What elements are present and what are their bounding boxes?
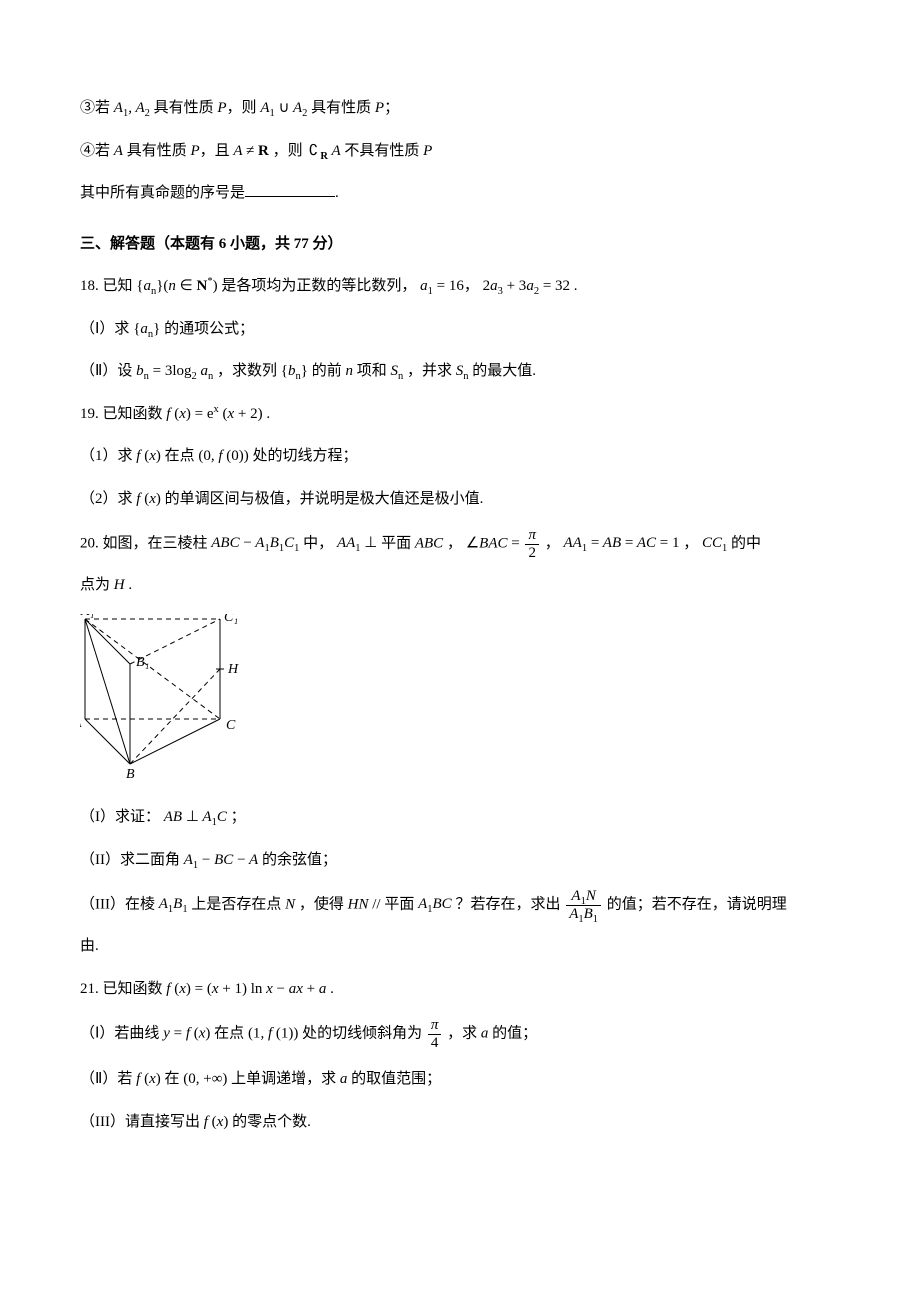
math: {an}(n ∈ N*): [136, 278, 217, 294]
svg-text:A₁: A₁: [80, 614, 94, 619]
q21-p3: （III）请直接写出 f (x) 的零点个数.: [80, 1108, 840, 1137]
q18-p1: （Ⅰ）求 {an} 的通项公式；: [80, 315, 840, 344]
math: Sn: [456, 363, 469, 379]
math: (0, f (0)): [198, 448, 248, 464]
math: A1, A2: [114, 100, 150, 116]
q20-p2: （II）求二面角 A1 − BC − A 的余弦值；: [80, 846, 840, 875]
math: a1 = 16: [420, 278, 464, 294]
math: A ≠ R: [233, 143, 268, 159]
math: 2a3 + 3a2 = 32: [483, 278, 570, 294]
svg-text:C₁: C₁: [224, 614, 238, 625]
fill-blank[interactable]: [245, 181, 335, 197]
q18-stem: 18. 已知 {an}(n ∈ N*) 是各项均为正数的等比数列， a1 = 1…: [80, 272, 840, 301]
complement-symbol: ∁: [306, 137, 320, 166]
math: AA1 ⊥: [337, 535, 381, 551]
proposition-3: ③若 A1, A2 具有性质 P，则 A1 ∪ A2 具有性质 P；: [80, 94, 840, 123]
math: ABC − A1B1C1: [211, 535, 299, 551]
math: {an}: [133, 321, 160, 337]
math: f (x): [136, 448, 161, 464]
math: A1 ∪ A2: [260, 100, 307, 116]
math: A1BC: [418, 896, 452, 912]
q20-stem: 20. 如图，在三棱柱 ABC − A1B1C1 中， AA1 ⊥ 平面 ABC…: [80, 527, 840, 561]
prism-svg: A₁ C₁ B₁ H A C B: [80, 614, 255, 779]
math: (1, f (1)): [248, 1025, 298, 1041]
math: f (x) = (x + 1) ln x − ax + a: [166, 981, 326, 997]
q21-stem: 21. 已知函数 f (x) = (x + 1) ln x − ax + a .: [80, 975, 840, 1004]
svg-text:B₁: B₁: [136, 655, 149, 670]
math: f (x) = ex (x + 2): [166, 406, 262, 422]
math: y = f (x): [163, 1025, 210, 1041]
math: (0, +∞): [183, 1071, 227, 1087]
math: {bn}: [281, 363, 308, 379]
q20-p3: （III）在棱 A1B1 上是否存在点 N ，使得 HN // 平面 A1BC …: [80, 888, 840, 922]
svg-text:B: B: [126, 767, 135, 779]
q19-p1: （1）求 f (x) 在点 (0, f (0)) 处的切线方程；: [80, 442, 840, 471]
math: Sn: [390, 363, 403, 379]
math: AA1 = AB = AC = 1: [564, 535, 680, 551]
q20-p3-cont: 由.: [80, 932, 840, 961]
math: A1B1: [159, 896, 188, 912]
fraction: A1NA1B1: [566, 888, 601, 922]
q21-p2: （Ⅱ）若 f (x) 在 (0, +∞) 上单调递增，求 a 的取值范围；: [80, 1065, 840, 1094]
svg-text:H: H: [227, 662, 239, 677]
svg-text:A: A: [80, 716, 82, 731]
math: f (x): [136, 1071, 161, 1087]
math: A1 − BC − A: [184, 852, 258, 868]
q20-stem-cont: 点为 H .: [80, 571, 840, 600]
math: AB ⊥ A1C: [164, 809, 227, 825]
marker-3: ③: [80, 100, 95, 116]
math: HN //: [348, 896, 385, 912]
q18-p2: （Ⅱ）设 bn = 3log2 an ，求数列 {bn} 的前 n 项和 Sn …: [80, 357, 840, 386]
math: f (x): [136, 491, 161, 507]
q21-p1: （Ⅰ）若曲线 y = f (x) 在点 (1, f (1)) 处的切线倾斜角为 …: [80, 1017, 840, 1051]
q19-stem: 19. 已知函数 f (x) = ex (x + 2) .: [80, 400, 840, 429]
prism-diagram: A₁ C₁ B₁ H A C B: [80, 614, 840, 790]
math: ∠BAC =: [466, 535, 524, 551]
q19-p2: （2）求 f (x) 的单调区间与极值，并说明是极大值还是极小值.: [80, 485, 840, 514]
proposition-4: ④若 A 具有性质 P，且 A ≠ R ，则 ∁R A 不具有性质 P: [80, 137, 840, 166]
q20-p1: （I）求证： AB ⊥ A1C ；: [80, 803, 840, 832]
fraction: π4: [428, 1017, 442, 1051]
math: CC1: [702, 535, 727, 551]
math: bn = 3log2 an: [136, 363, 213, 379]
math: f (x): [204, 1114, 229, 1130]
marker-4: ④: [80, 143, 95, 159]
fill-in-prompt: 其中所有真命题的序号是.: [80, 179, 840, 208]
fraction: π2: [525, 527, 539, 561]
svg-text:C: C: [226, 718, 236, 733]
section-3-header: 三、解答题（本题有 6 小题，共 77 分）: [80, 230, 840, 259]
